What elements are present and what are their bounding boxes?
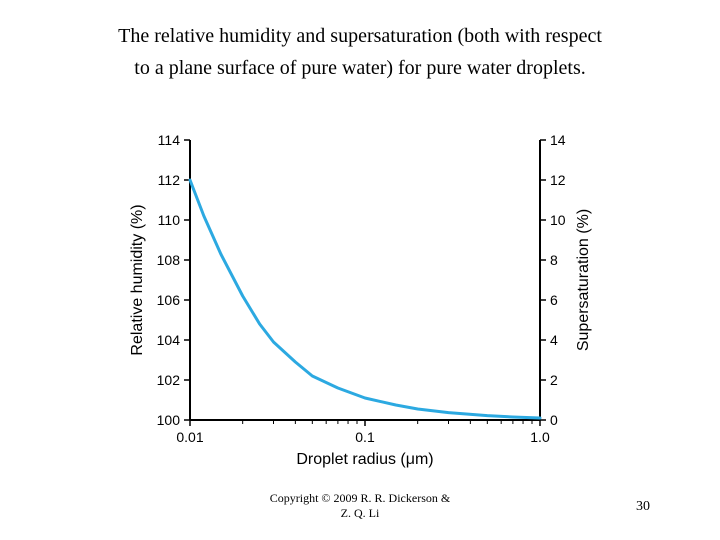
title-line-1: The relative humidity and supersaturatio… (118, 25, 602, 47)
y-left-tick-label: 106 (157, 292, 181, 308)
x-tick-label: 1.0 (530, 429, 550, 445)
copyright-line-2: Z. Q. Li (341, 506, 380, 520)
y-right-tick-label: 12 (550, 172, 566, 188)
slide-number: 30 (636, 499, 650, 515)
y-right-tick-label: 0 (550, 412, 558, 428)
y-right-tick-label: 14 (550, 132, 566, 148)
y-right-tick-label: 4 (550, 332, 558, 348)
x-axis-label: Droplet radius (μm) (296, 451, 433, 468)
chart-container: 100 102 104 106 108 110 112 114 0 2 4 6 8 10 12 14 0.01 0… (120, 120, 600, 480)
y-left-tick-label: 102 (157, 372, 181, 388)
y-left-tick-label: 100 (157, 412, 181, 428)
y-left-axis-label: Relative humidity (%) (129, 204, 146, 355)
y-left-tick-label: 110 (158, 212, 181, 228)
y-left-tick-label: 112 (158, 172, 181, 188)
y-right-axis-label: Supersaturation (%) (575, 209, 592, 351)
slide-title: The relative humidity and supersaturatio… (0, 20, 720, 84)
humidity-chart: 100 102 104 106 108 110 112 114 0 2 4 6 8 10 12 14 0.01 0… (120, 120, 600, 480)
y-left-tick-label: 114 (158, 132, 181, 148)
y-right-tick-label: 6 (550, 292, 558, 308)
x-tick-label: 0.01 (176, 429, 203, 445)
slide-page: The relative humidity and supersaturatio… (0, 0, 720, 540)
copyright-line-1: Copyright © 2009 R. R. Dickerson & (270, 491, 450, 505)
y-right-tick-label: 8 (550, 252, 558, 268)
y-left-tick-label: 104 (157, 332, 181, 348)
title-line-2: to a plane surface of pure water) for pu… (134, 57, 585, 79)
x-tick-label: 0.1 (355, 429, 375, 445)
y-right-tick-label: 10 (550, 212, 566, 228)
y-right-tick-label: 2 (550, 372, 558, 388)
y-left-tick-label: 108 (157, 252, 181, 268)
copyright-notice: Copyright © 2009 R. R. Dickerson & Z. Q.… (0, 491, 720, 522)
